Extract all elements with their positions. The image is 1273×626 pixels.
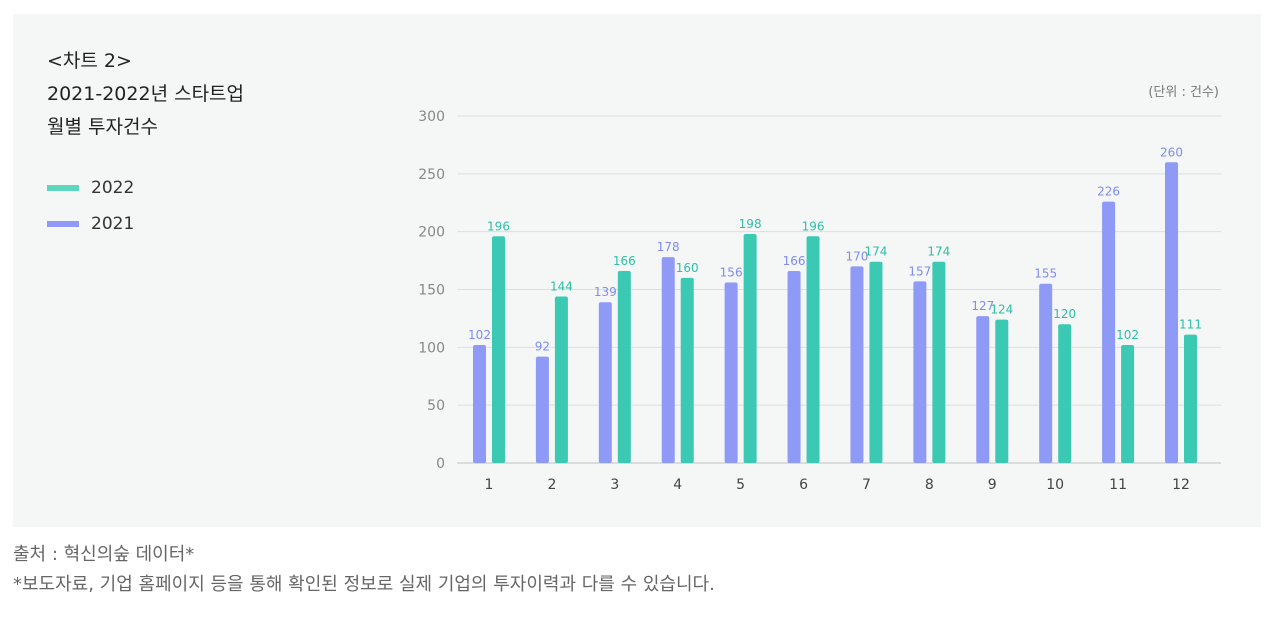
x-tick-label-10: 10 bbox=[1046, 477, 1064, 493]
data-label-2021-5: 156 bbox=[720, 266, 743, 280]
data-label-2021-9: 127 bbox=[971, 299, 994, 313]
x-tick-label-5: 5 bbox=[736, 477, 745, 493]
data-label-2021-7: 170 bbox=[846, 249, 869, 263]
chart-title: <차트 2> 2021-2022년 스타트업 월별 투자건수 bbox=[47, 45, 244, 144]
bar-2021-11 bbox=[1102, 201, 1116, 464]
legend-label-2022: 2022 bbox=[91, 178, 135, 198]
data-label-2021-3: 139 bbox=[594, 285, 617, 299]
bar-2021-10 bbox=[1039, 283, 1053, 463]
bar-2022-11 bbox=[1121, 345, 1135, 463]
data-label-2021-11: 226 bbox=[1097, 185, 1120, 199]
data-label-2022-6: 196 bbox=[802, 219, 825, 233]
data-label-2021-10: 155 bbox=[1034, 267, 1057, 281]
bar-2021-8 bbox=[913, 281, 927, 463]
legend-swatch-2022 bbox=[47, 185, 79, 191]
footer: 출처 : 혁신의숲 데이터* *보도자료, 기업 홈페이지 등을 통해 확인된 … bbox=[13, 540, 715, 600]
legend-item-2022: 2022 bbox=[47, 170, 134, 206]
y-tick-label: 250 bbox=[418, 167, 445, 183]
data-label-2022-5: 198 bbox=[739, 217, 762, 231]
y-tick-label: 100 bbox=[418, 340, 445, 356]
data-label-2022-11: 102 bbox=[1116, 328, 1139, 342]
y-tick-label: 0 bbox=[436, 456, 445, 472]
bar-2021-2 bbox=[535, 356, 549, 463]
data-label-2022-3: 166 bbox=[613, 254, 636, 268]
bar-2022-4 bbox=[680, 277, 694, 463]
bar-2022-10 bbox=[1058, 324, 1072, 463]
bar-2021-5 bbox=[724, 282, 738, 463]
x-tick-label-11: 11 bbox=[1109, 477, 1127, 493]
data-label-2021-2: 92 bbox=[535, 340, 550, 354]
data-label-2021-12: 260 bbox=[1160, 145, 1183, 159]
chart-title-line-1: <차트 2> bbox=[47, 50, 132, 72]
x-tick-label-7: 7 bbox=[862, 477, 871, 493]
bar-2022-3 bbox=[617, 270, 631, 463]
x-tick-label-9: 9 bbox=[988, 477, 997, 493]
data-label-2022-1: 196 bbox=[487, 219, 510, 233]
disclaimer-note: *보도자료, 기업 홈페이지 등을 통해 확인된 정보로 실제 기업의 투자이력… bbox=[13, 574, 715, 595]
bar-chart: 0 50 100 150 200 250 300 102 196 1 92 144 2 139 166 3 17… bbox=[418, 109, 1221, 493]
x-tick-label-4: 4 bbox=[673, 477, 682, 493]
data-label-2022-10: 120 bbox=[1053, 307, 1076, 321]
x-tick-label-6: 6 bbox=[799, 477, 808, 493]
x-tick-label-1: 1 bbox=[485, 477, 494, 493]
x-tick-label-3: 3 bbox=[610, 477, 619, 493]
bar-2021-1 bbox=[473, 345, 486, 463]
bar-2022-2 bbox=[554, 296, 568, 463]
bar-2022-6 bbox=[806, 236, 820, 463]
data-label-2022-8: 174 bbox=[927, 245, 950, 259]
data-label-2022-7: 174 bbox=[865, 245, 888, 259]
y-tick-label: 50 bbox=[427, 398, 445, 414]
bar-2021-12 bbox=[1165, 162, 1178, 463]
source-note: 출처 : 혁신의숲 데이터* bbox=[13, 544, 195, 565]
data-label-2022-4: 160 bbox=[676, 261, 699, 275]
bar-2022-12 bbox=[1184, 334, 1197, 463]
bar-2022-1 bbox=[492, 236, 505, 463]
data-label-2021-1: 102 bbox=[468, 328, 491, 342]
unit-label: (단위 : 건수) bbox=[1148, 85, 1219, 100]
data-label-2021-8: 157 bbox=[908, 264, 931, 278]
chart-legend: 2022 2021 bbox=[47, 170, 134, 242]
bar-2021-6 bbox=[787, 270, 801, 463]
legend-label-2021: 2021 bbox=[91, 214, 135, 234]
x-tick-label-8: 8 bbox=[925, 477, 934, 493]
bar-2021-7 bbox=[850, 266, 864, 463]
chart-panel: <차트 2> 2021-2022년 스타트업 월별 투자건수 2022 2021… bbox=[13, 14, 1261, 527]
bar-2022-7 bbox=[869, 261, 883, 463]
bar-2022-9 bbox=[995, 319, 1009, 463]
data-label-2021-4: 178 bbox=[657, 240, 680, 254]
bar-2021-4 bbox=[661, 257, 675, 463]
data-label-2022-9: 124 bbox=[990, 303, 1013, 317]
legend-item-2021: 2021 bbox=[47, 206, 134, 242]
data-label-2021-6: 166 bbox=[783, 254, 806, 268]
bar-2022-5 bbox=[743, 233, 757, 463]
chart-title-line-3: 월별 투자건수 bbox=[47, 116, 158, 138]
legend-swatch-2021 bbox=[47, 221, 79, 227]
bar-2021-9 bbox=[976, 316, 990, 463]
bar-2021-3 bbox=[598, 302, 612, 463]
data-label-2022-12: 111 bbox=[1179, 318, 1202, 332]
data-label-2022-2: 144 bbox=[550, 279, 573, 293]
chart-title-line-2: 2021-2022년 스타트업 bbox=[47, 83, 245, 105]
y-tick-label: 300 bbox=[418, 109, 445, 125]
x-tick-label-12: 12 bbox=[1172, 477, 1190, 493]
bar-2022-8 bbox=[932, 261, 946, 463]
y-tick-label: 200 bbox=[418, 225, 445, 241]
y-tick-label: 150 bbox=[418, 283, 445, 299]
x-tick-label-2: 2 bbox=[547, 477, 556, 493]
